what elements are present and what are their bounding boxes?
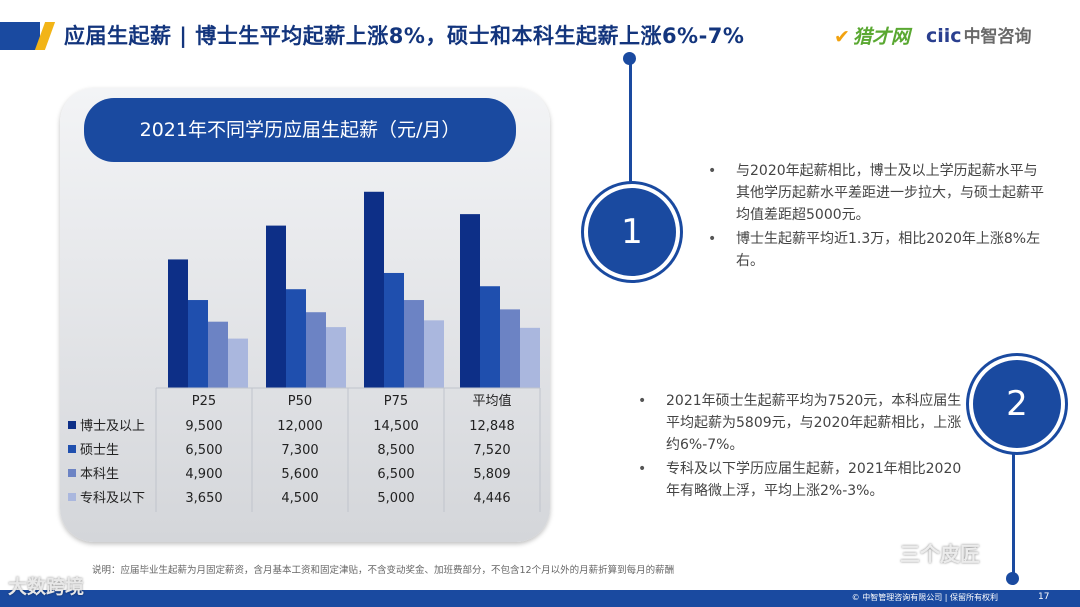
insight-list-2: 2021年硕士生起薪平均为7520元，本科应届生平均起薪为5809元，与2020…: [638, 390, 970, 504]
insight-item: 与2020年起薪相比，博士及以上学历起薪水平与其他学历起薪水平差距进一步拉大，与…: [708, 160, 1048, 226]
table-value: 12,000: [277, 419, 323, 434]
bar-3-0: [228, 338, 248, 388]
ciic-logo-cn: 中智咨询: [963, 27, 1032, 47]
table-value: 12,848: [469, 419, 515, 434]
category-label: P75: [384, 394, 408, 409]
ciic-logo: ciic 中智咨询: [926, 22, 1032, 47]
bar-3-1: [326, 327, 346, 388]
bar-0-1: [266, 225, 286, 388]
insight-item: 专科及以下学历应届生起薪，2021年相比2020年有略微上浮，平均上涨2%-3%…: [638, 458, 970, 502]
table-value: 5,809: [473, 467, 510, 482]
connector-dot-bottom: [1006, 572, 1019, 585]
legend-swatch: [68, 421, 76, 429]
insight-list-1: 与2020年起薪相比，博士及以上学历起薪水平与其他学历起薪水平差距进一步拉大，与…: [708, 160, 1048, 274]
connector-line-1: [629, 58, 632, 184]
copyright: © 中智管理咨询有限公司 | 保留所有权利: [851, 593, 998, 602]
table-value: 4,900: [185, 467, 222, 482]
insight-badge-2: 2: [969, 356, 1065, 452]
footer-bar: [0, 590, 1080, 607]
legend-swatch: [68, 469, 76, 477]
table-value: 14,500: [373, 419, 419, 434]
table-value: 9,500: [185, 419, 222, 434]
table-value: 4,446: [473, 491, 510, 506]
category-label: P50: [288, 394, 312, 409]
page-number: 17: [1038, 592, 1050, 602]
checkmark-icon: ✔: [834, 26, 850, 48]
watermark-right: 三个皮匠: [900, 542, 980, 566]
liecai-logo: ✔ 猎才网: [834, 22, 910, 49]
watermark-left: 大数跨境: [8, 576, 85, 598]
insight-item: 2021年硕士生起薪平均为7520元，本科应届生平均起薪为5809元，与2020…: [638, 390, 970, 456]
category-label: P25: [192, 394, 216, 409]
series-label: 博士及以上: [80, 419, 145, 434]
insight-item: 博士生起薪平均近1.3万，相比2020年上涨8%左右。: [708, 228, 1048, 272]
series-label: 本科生: [80, 467, 119, 482]
bar-1-1: [286, 289, 306, 388]
table-value: 6,500: [185, 443, 222, 458]
series-label: 专科及以下: [80, 491, 145, 506]
bar-0-0: [168, 259, 188, 388]
series-label: 硕士生: [80, 443, 119, 458]
bar-3-3: [520, 327, 540, 388]
page-title: 应届生起薪 | 博士生平均起薪上涨8%，硕士和本科生起薪上涨6%-7%: [64, 24, 745, 48]
connector-line-2: [1012, 440, 1015, 578]
title-accent-bar: [0, 22, 40, 50]
table-value: 7,520: [473, 443, 510, 458]
footnote: 说明：应届毕业生起薪为月固定薪资，含月基本工资和固定津贴，不含变动奖金、加班费部…: [92, 565, 675, 576]
table-value: 7,300: [281, 443, 318, 458]
table-value: 5,600: [281, 467, 318, 482]
insight-badge-1: 1: [584, 184, 680, 280]
bar-2-1: [306, 312, 326, 388]
bar-2-0: [208, 321, 228, 388]
bar-0-3: [460, 214, 480, 388]
table-value: 4,500: [281, 491, 318, 506]
bar-3-2: [424, 320, 444, 388]
bar-1-2: [384, 272, 404, 388]
liecai-logo-text: 猎才网: [852, 26, 910, 48]
category-label: 平均值: [472, 393, 511, 409]
legend-swatch: [68, 445, 76, 453]
bar-1-3: [480, 286, 500, 388]
bar-0-2: [364, 191, 384, 388]
table-value: 3,650: [185, 491, 222, 506]
legend-swatch: [68, 493, 76, 501]
bar-1-0: [188, 300, 208, 388]
table-value: 5,000: [377, 491, 414, 506]
ciic-logo-latin: ciic: [926, 25, 962, 47]
chart-title: 2021年不同学历应届生起薪（元/月）: [84, 98, 516, 162]
table-value: 6,500: [377, 467, 414, 482]
table-value: 8,500: [377, 443, 414, 458]
bar-2-3: [500, 309, 520, 388]
bar-2-2: [404, 300, 424, 388]
